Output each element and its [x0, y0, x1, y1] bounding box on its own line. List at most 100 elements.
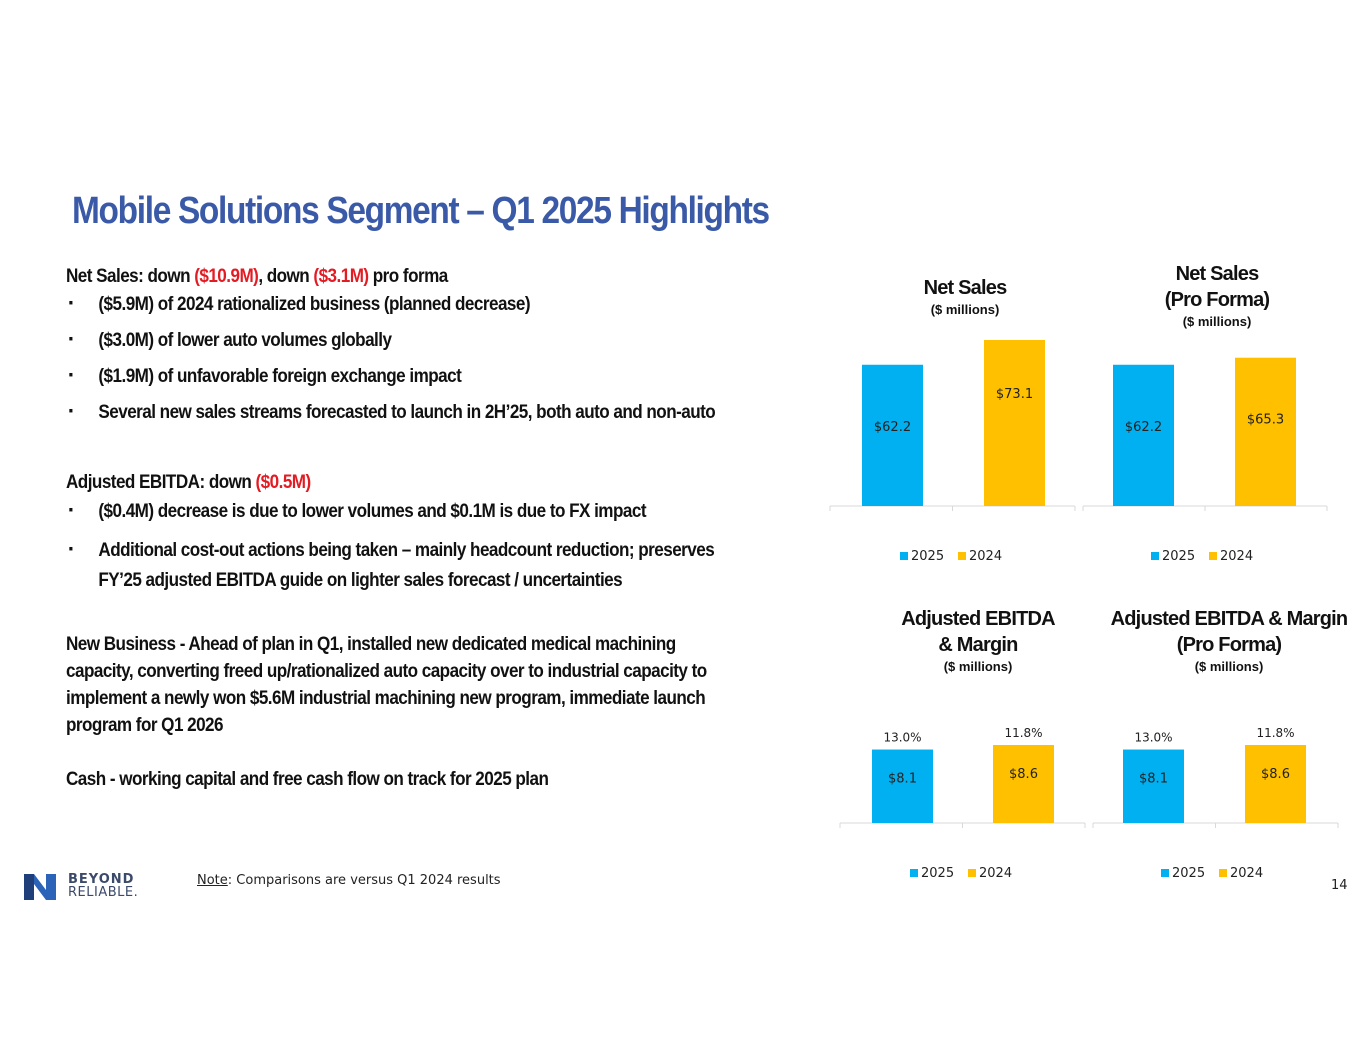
chart-title-line: Adjusted EBITDA & Margin — [1111, 608, 1348, 630]
bullet-text: ($5.9M) of 2024 rationalized business (p… — [98, 294, 531, 315]
logo-text: BEYOND RELIABLE. — [68, 873, 138, 899]
chart-bar-label: $8.1 — [1139, 772, 1168, 787]
chart-bar-2024 — [993, 745, 1054, 823]
legend-swatch-2025 — [1151, 552, 1159, 560]
legend-swatch-2025 — [910, 869, 918, 877]
bullet-text: Several new sales streams forecasted to … — [98, 402, 716, 423]
chart-bar-2025 — [872, 749, 933, 823]
bullet-item: ▪ ($3.0M) of lower auto volumes globally — [66, 330, 768, 366]
company-logo: BEYOND RELIABLE. — [24, 870, 169, 902]
bullet-text: FY’25 adjusted EBITDA guide on lighter s… — [98, 570, 623, 591]
chart-bar-2025 — [1113, 364, 1174, 506]
chart-adjusted-ebitda: Adjusted EBITDA & Margin ($ millions) $8.1 1… — [830, 600, 1090, 905]
chart-title-line: (Pro Forma) — [1165, 289, 1270, 311]
net-sales-heading: Net Sales: down ($10.9M), down ($3.1M) p… — [66, 266, 768, 294]
legend-swatch-2024 — [1209, 552, 1217, 560]
legend-swatch-2024 — [968, 869, 976, 877]
bullet-item: ▪ ($0.4M) decrease is due to lower volume… — [66, 501, 768, 540]
chart-net-sales-pro-forma-svg: Net Sales (Pro Forma) ($ millions) $62.2 $65… — [1082, 263, 1328, 564]
cash-label: Cash — [66, 769, 106, 790]
net-sales-text: : down — [138, 266, 195, 287]
bullet-marker: ▪ — [68, 294, 74, 310]
chart-subtitle: ($ millions) — [1195, 659, 1264, 674]
bullet-text: Additional cost-out actions being taken … — [98, 540, 715, 561]
bullet-continuation: FY’25 adjusted EBITDA guide on lighter s… — [66, 570, 768, 600]
ebitda-section: Adjusted EBITDA: down ($0.5M) ▪ ($0.4M) d… — [66, 472, 768, 600]
ebitda-decline-value: ($0.5M) — [255, 472, 312, 493]
new-business-section: New Business - Ahead of plan in Q1, inst… — [66, 634, 768, 742]
chart-title-line: & Margin — [938, 634, 1017, 656]
bullet-marker: ▪ — [68, 402, 74, 418]
chart-bar-label: $8.6 — [1261, 767, 1290, 782]
new-business-line: capacity, converting freed up/rationaliz… — [66, 661, 707, 682]
chart-net-sales-pro-forma: Net Sales (Pro Forma) ($ millions) $62.2 $65… — [1075, 258, 1335, 583]
bullet-marker: ▪ — [68, 540, 74, 556]
chart-bar-label: $73.1 — [996, 387, 1033, 402]
net-sales-label: Net Sales — [66, 266, 139, 287]
chart-bar-2025 — [862, 364, 923, 506]
bullet-text: ($0.4M) decrease is due to lower volumes… — [98, 501, 646, 522]
logo-line-2: RELIABLE. — [68, 885, 139, 900]
footnote-text: : Comparisons are versus Q1 2024 results — [227, 873, 501, 888]
chart-net-sales: Net Sales ($ millions) $62.2 $73.1 2025 2024 — [820, 258, 1080, 583]
bullet-text: ($1.9M) of unfavorable foreign exchange … — [98, 366, 462, 387]
legend-swatch-2024 — [958, 552, 966, 560]
new-business-line: program for Q1 2026 — [66, 715, 224, 736]
chart-margin-label: 13.0% — [1134, 731, 1172, 745]
net-sales-section: Net Sales: down ($10.9M), down ($3.1M) p… — [66, 266, 768, 438]
chart-bar-2024 — [984, 340, 1045, 506]
legend-label: 2024 — [1230, 866, 1263, 881]
legend-label: 2025 — [921, 866, 954, 881]
cash-line: Cash - working capital and free cash flo… — [66, 769, 768, 791]
bullet-marker: ▪ — [68, 366, 74, 382]
legend-label: 2025 — [911, 549, 944, 564]
bullet-item: ▪ ($1.9M) of unfavorable foreign exchange… — [66, 366, 768, 402]
bullet-marker: ▪ — [68, 330, 74, 346]
logo-mark-icon — [24, 874, 56, 900]
chart-title-line: Net Sales — [1176, 263, 1260, 285]
chart-margin-label: 13.0% — [883, 731, 921, 745]
net-sales-text: pro forma — [368, 266, 448, 287]
chart-title-line: Net Sales — [924, 277, 1008, 299]
chart-bar-label: $62.2 — [1125, 420, 1162, 435]
legend-label: 2025 — [1172, 866, 1205, 881]
bullet-item: ▪ Several new sales streams forecasted to… — [66, 402, 768, 438]
chart-title-line: Adjusted EBITDA — [901, 608, 1055, 630]
cash-text: - working capital and free cash flow on … — [105, 769, 549, 790]
chart-subtitle: ($ millions) — [944, 659, 1013, 674]
footnote: Note: Comparisons are versus Q1 2024 res… — [197, 873, 501, 888]
legend-swatch-2025 — [900, 552, 908, 560]
chart-title-line: (Pro Forma) — [1177, 634, 1282, 656]
chart-subtitle: ($ millions) — [931, 302, 1000, 317]
chart-adjusted-ebitda-pro-forma-svg: Adjusted EBITDA & Margin (Pro Forma) ($ mi… — [1092, 608, 1348, 881]
legend-swatch-2024 — [1219, 869, 1227, 877]
legend-label: 2024 — [1220, 549, 1253, 564]
bullet-marker: ▪ — [68, 501, 74, 517]
net-sales-text: , down — [258, 266, 314, 287]
ebitda-text: : down — [199, 472, 256, 493]
chart-margin-label: 11.8% — [1004, 726, 1042, 740]
chart-margin-label: 11.8% — [1256, 726, 1294, 740]
legend-label: 2024 — [979, 866, 1012, 881]
chart-adjusted-ebitda-pro-forma: Adjusted EBITDA & Margin (Pro Forma) ($ mi… — [1083, 600, 1348, 905]
chart-net-sales-svg: Net Sales ($ millions) $62.2 $73.1 2025 2024 — [829, 277, 1076, 564]
net-sales-decline-value: ($10.9M) — [194, 266, 259, 287]
new-business-text: - Ahead of plan in Q1, installed new ded… — [175, 634, 677, 655]
ebitda-label: Adjusted EBITDA — [66, 472, 200, 493]
new-business-line: implement a newly won $5.6M industrial m… — [66, 688, 706, 709]
chart-bar-2024 — [1235, 357, 1296, 506]
chart-bar-2024 — [1245, 745, 1306, 823]
chart-bar-label: $62.2 — [874, 420, 911, 435]
bullet-text: ($3.0M) of lower auto volumes globally — [98, 330, 392, 351]
legend-swatch-2025 — [1161, 869, 1169, 877]
cash-section: Cash - working capital and free cash flo… — [66, 769, 768, 791]
bullet-item: ▪ ($5.9M) of 2024 rationalized business (… — [66, 294, 768, 330]
chart-adjusted-ebitda-svg: Adjusted EBITDA & Margin ($ millions) $8.1 1… — [839, 608, 1086, 881]
slide-title: Mobile Solutions Segment – Q1 2025 Highl… — [72, 190, 770, 232]
new-business-label: New Business — [66, 634, 176, 655]
chart-bar-label: $8.1 — [888, 772, 917, 787]
ebitda-heading: Adjusted EBITDA: down ($0.5M) — [66, 472, 768, 501]
chart-bar-2025 — [1123, 749, 1184, 823]
legend-label: 2024 — [969, 549, 1002, 564]
new-business-line: New Business - Ahead of plan in Q1, inst… — [66, 634, 768, 661]
